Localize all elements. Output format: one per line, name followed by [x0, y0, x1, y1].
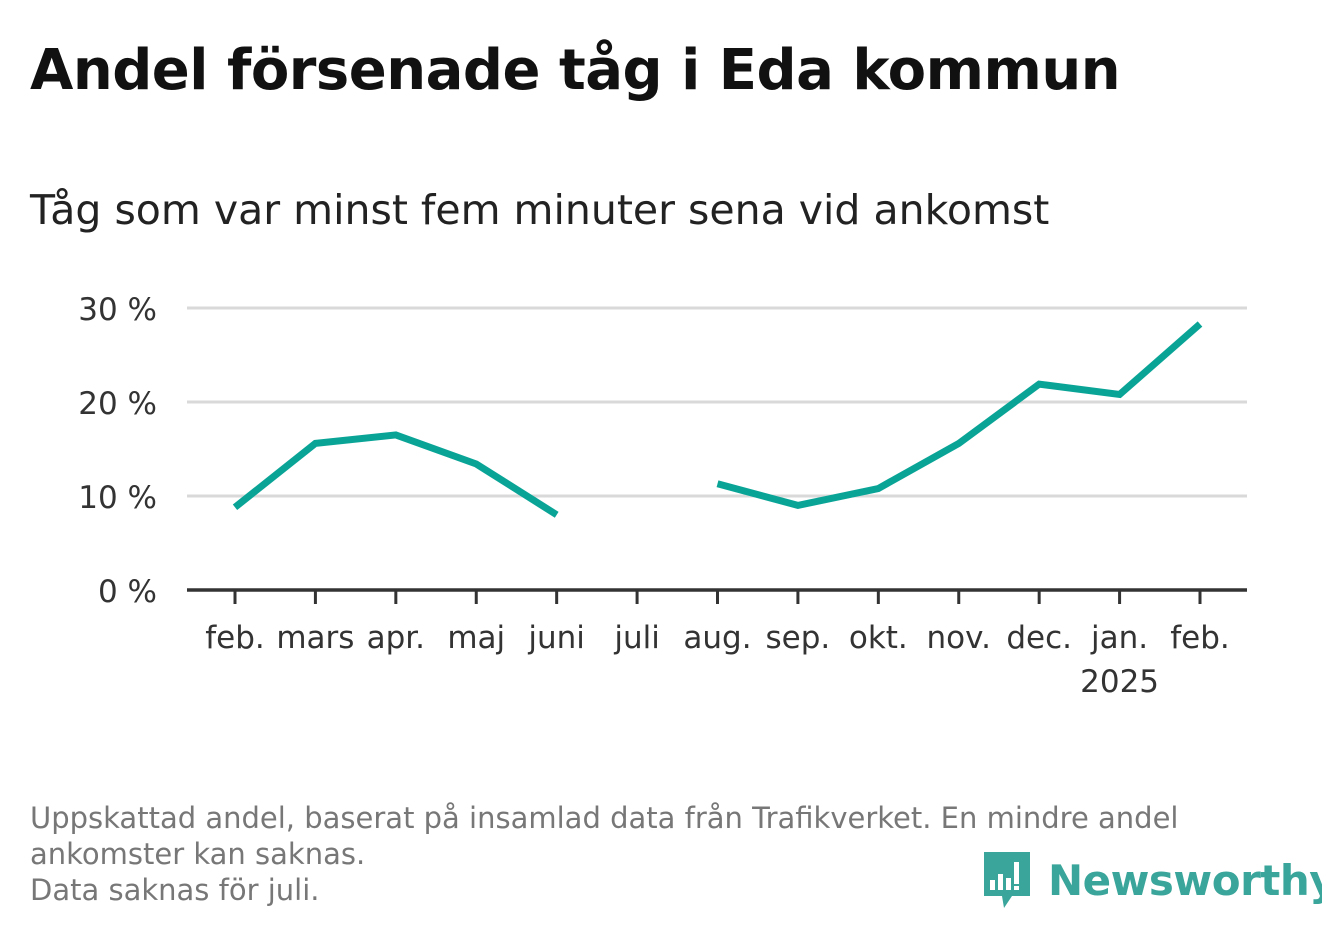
x-tick-label: apr. [367, 620, 425, 656]
chart-title: Andel försenade tåg i Eda kommun [30, 38, 1121, 103]
chart-subtitle: Tåg som var minst fem minuter sena vid a… [30, 186, 1050, 234]
y-tick-label: 30 % [78, 292, 157, 328]
footnote-line-3: Data saknas för juli. [30, 873, 320, 907]
newsworthy-logo-icon [984, 852, 1030, 908]
y-tick-label: 10 % [78, 480, 157, 516]
x-tick-label: nov. [927, 620, 991, 656]
footnote: Uppskattad andel, baserat på insamlad da… [30, 800, 1280, 908]
x-tick-label: mars [276, 620, 354, 656]
x-year-label: 2025 [1080, 664, 1159, 700]
x-tick-label: jan. [1090, 620, 1148, 656]
grid-lines [187, 306, 1247, 498]
x-tick-label: aug. [683, 620, 751, 656]
x-tick-label: juni [527, 620, 585, 656]
y-tick-label: 0 % [98, 574, 157, 610]
x-tick-label: dec. [1006, 620, 1072, 656]
series-lines [232, 321, 1203, 518]
series-line-segment [716, 321, 1203, 509]
brand-logo: Newsworthy [982, 850, 1322, 910]
x-tick-label: feb. [205, 620, 265, 656]
x-tick-label: sep. [766, 620, 831, 656]
x-tick-label: feb. [1170, 620, 1230, 656]
brand-name: Newsworthy [1048, 855, 1322, 905]
x-tick-label: juli [613, 620, 660, 656]
x-axis [187, 588, 1247, 604]
series-line-segment [232, 431, 559, 518]
x-axis-tick-labels: feb. mars apr. maj juni juli aug. sep. okt. nov. d… [205, 620, 1230, 700]
footnote-line-2: ankomster kan saknas. [30, 837, 366, 871]
x-tick-label: okt. [849, 620, 908, 656]
y-axis-tick-labels: 0 % 10 % 20 % 30 % [78, 292, 157, 610]
x-tick-label: maj [447, 620, 505, 656]
footnote-line-1: Uppskattad andel, baserat på insamlad da… [30, 801, 1179, 835]
y-tick-label: 20 % [78, 386, 157, 422]
